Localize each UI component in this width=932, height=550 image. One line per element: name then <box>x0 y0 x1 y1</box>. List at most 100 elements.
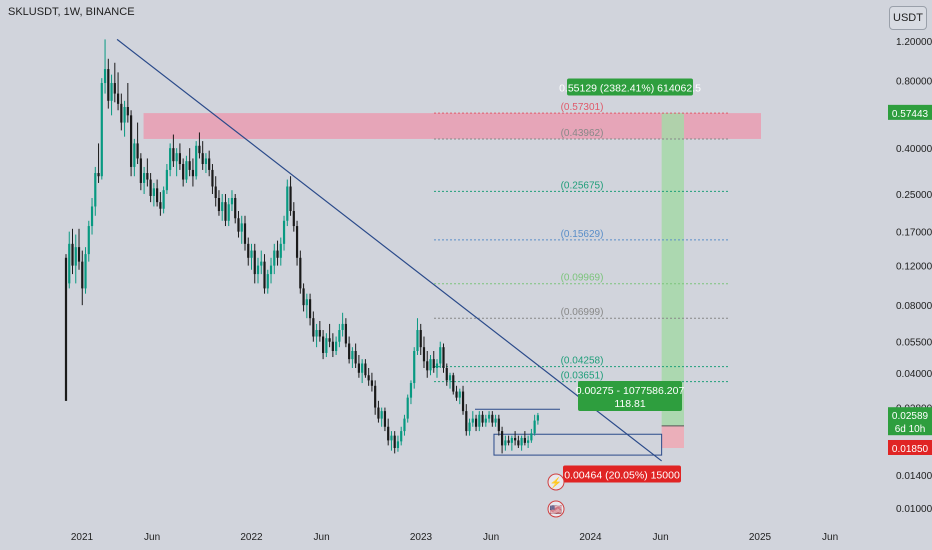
candle-body-139 <box>517 440 520 446</box>
stop-label-bg <box>563 465 681 483</box>
candle-body-120 <box>455 391 458 398</box>
y-tick-label-10: 0.01400 <box>896 471 932 482</box>
price-label-2[interactable]: 0.01850 <box>888 439 932 455</box>
lightning-event-icon[interactable]: ⚡ <box>547 473 565 491</box>
descending-trendline[interactable] <box>116 38 663 462</box>
candle-body-127 <box>478 414 481 427</box>
candle-body-96 <box>377 407 380 419</box>
y-tick-label-2: 0.40000 <box>896 144 932 155</box>
candle-body-74 <box>305 299 308 306</box>
candle-body-19 <box>126 107 129 116</box>
y-tick-label-0: 1.20000 <box>896 37 932 48</box>
candle-body-55 <box>243 223 247 244</box>
candle-body-2 <box>71 243 74 266</box>
x-tick-label-0: 2021 <box>71 532 94 543</box>
candle-body-121 <box>458 391 461 398</box>
x-tick-label-9: Jun <box>822 532 838 543</box>
candle-body-79 <box>321 336 325 353</box>
price-label-0[interactable]: 0.57443 <box>888 104 932 120</box>
candle-body-17 <box>120 103 123 123</box>
x-tick-label-6: 2024 <box>579 532 602 543</box>
y-tick-label-1: 0.80000 <box>896 77 932 88</box>
x-tick-label-2: 2022 <box>240 532 263 543</box>
candle-body-111 <box>426 361 429 371</box>
candle-body-124 <box>468 422 471 432</box>
candle-body-114 <box>435 363 439 369</box>
y-tick-label-11: 0.01000 <box>896 504 932 515</box>
candle-body-92 <box>364 363 367 376</box>
y-tick-label-7: 0.05500 <box>896 338 932 349</box>
price-label-1[interactable]: 0.02589 6d 10h <box>888 407 932 436</box>
candle-body-56 <box>247 243 250 258</box>
y-tick-label-6: 0.08000 <box>896 301 932 312</box>
candle-body-108 <box>416 330 419 352</box>
candle-body-41 <box>198 145 201 154</box>
candle-body-84 <box>338 330 341 342</box>
target-label-text-0: 0.55129 (2382.41%) 614062.5 <box>559 83 701 95</box>
candle-body-129 <box>484 418 487 423</box>
currency-button[interactable]: USDT <box>889 6 927 30</box>
candle-body-106 <box>409 383 413 398</box>
candle-body-118 <box>448 375 452 381</box>
loss-zone[interactable] <box>661 425 684 448</box>
candle-body-102 <box>396 441 400 448</box>
candle-body-87 <box>348 343 351 360</box>
candle-body-7 <box>87 226 90 255</box>
candle-body-98 <box>383 411 387 427</box>
candle-body-63 <box>269 265 273 275</box>
candle-body-128 <box>481 414 484 423</box>
candle-body-115 <box>439 347 442 364</box>
target-label[interactable]: 0.55129 (2382.41%) 614062.5 <box>559 78 701 96</box>
candle-body-30 <box>162 190 165 209</box>
entry-label-bg <box>578 381 682 411</box>
candle-body-144 <box>533 420 536 434</box>
stop-label-text-0: 0.00464 (20.05%) 15000 <box>564 470 680 482</box>
us-flag-event-icon[interactable]: 🇺🇸 <box>547 500 565 518</box>
stop-label[interactable]: 0.00464 (20.05%) 15000 <box>563 465 681 483</box>
candle-body-83 <box>335 341 338 352</box>
candle-body-21 <box>133 143 136 167</box>
candle-body-22 <box>136 143 139 159</box>
candle-body-104 <box>403 418 406 432</box>
candle-body-107 <box>413 351 416 384</box>
fib-level-label-4: (0.09969) <box>561 273 604 284</box>
drawings-layer <box>116 38 663 462</box>
candle-body-5 <box>81 261 84 289</box>
candle-body-38 <box>188 161 191 170</box>
profit-zone[interactable] <box>661 113 684 426</box>
candle-body-20 <box>129 115 133 167</box>
candle-body-93 <box>367 375 370 381</box>
candle-body-14 <box>110 83 113 101</box>
candle-body-52 <box>234 197 237 219</box>
y-tick-label-4: 0.17000 <box>896 228 932 239</box>
candle-body-49 <box>224 202 227 221</box>
candle-body-3 <box>74 247 77 266</box>
candle-body-4 <box>77 247 81 262</box>
candle-body-82 <box>331 341 334 352</box>
candle-body-62 <box>266 274 269 289</box>
candle-body-70 <box>292 211 295 227</box>
us-flag-event-icon-glyph: 🇺🇸 <box>550 504 563 516</box>
x-tick-label-5: Jun <box>483 532 499 543</box>
candle-body-11 <box>100 83 103 177</box>
candle-body-71 <box>295 226 299 258</box>
candle-body-0 <box>64 257 68 401</box>
candle-body-47 <box>217 197 221 212</box>
candle-body-88 <box>351 351 354 360</box>
fib-level-label-0: (0.57301) <box>561 102 604 113</box>
candle-body-142 <box>527 440 530 443</box>
support-box[interactable] <box>493 433 663 456</box>
candle-body-45 <box>211 169 214 187</box>
candle-body-15 <box>113 83 116 94</box>
price-label-sub-1: 6d 10h <box>895 424 926 435</box>
candle-body-12 <box>103 69 107 84</box>
resistance-zone[interactable] <box>143 113 761 139</box>
x-tick-label-1: Jun <box>144 532 160 543</box>
fib-level-label-3: (0.15629) <box>561 229 604 240</box>
candle-body-46 <box>214 186 217 198</box>
candle-body-35 <box>178 153 182 165</box>
candle-body-130 <box>487 414 491 419</box>
